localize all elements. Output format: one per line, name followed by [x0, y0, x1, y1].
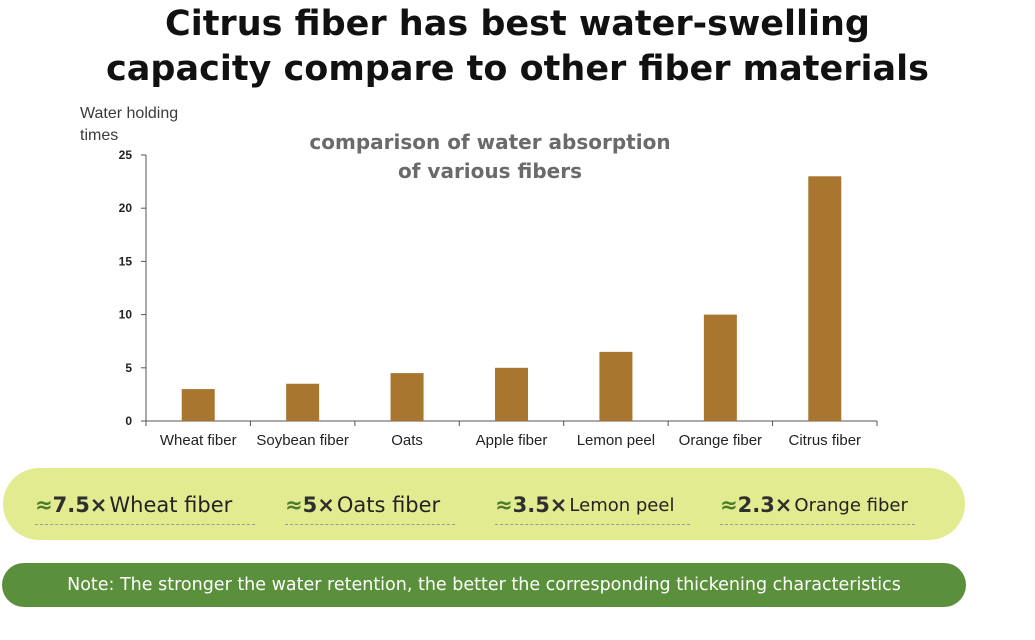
y-tick-label: 25 [119, 148, 133, 162]
x-tick-label: Citrus fiber [789, 432, 862, 449]
y-tick-label: 15 [119, 254, 133, 268]
headline-line-2: capacity compare to other fiber material… [106, 49, 929, 89]
summary-multiplier: ≈5× [285, 493, 335, 517]
summary-multiplier: ≈3.5× [495, 493, 568, 517]
summary-multiplier: ≈2.3× [720, 493, 793, 517]
x-tick-label: Wheat fiber [160, 432, 237, 449]
bar-chart: 0 5 10 15 20 25 Wheat fiber Soybean fiber Oats A… [119, 148, 878, 449]
chart-title-line-1: comparison of water absorption [309, 130, 671, 154]
summary-multiplier: ≈7.5× [35, 493, 108, 517]
summary-item-oats: ≈5× Oats fiber [285, 486, 455, 525]
x-tick-label: Orange fiber [679, 432, 762, 449]
y-tick-label: 10 [119, 308, 133, 322]
summary-band [3, 468, 965, 540]
bar [808, 176, 842, 421]
y-axis-label-line-2: times [80, 127, 119, 144]
y-tick-label: 5 [125, 361, 132, 375]
bar [703, 314, 737, 421]
bar [390, 373, 424, 421]
chart-title: comparison of water absorption of variou… [270, 128, 710, 186]
note-banner: Note: The stronger the water retention, … [2, 563, 966, 607]
y-axis-label: Water holding times [80, 103, 178, 147]
summary-item-orange: ≈2.3× Orange fiber [720, 486, 915, 525]
bar [286, 383, 320, 421]
bar [495, 367, 528, 421]
summary-label: Lemon peel [569, 494, 675, 516]
y-axis: 0 5 10 15 20 25 [119, 148, 147, 428]
chart-title-line-2: of various fibers [398, 159, 582, 183]
summary-label: Wheat fiber [109, 493, 233, 517]
summary-item-lemon: ≈3.5× Lemon peel [495, 486, 690, 525]
y-axis-label-line-1: Water holding [80, 105, 179, 122]
x-tick-label: Lemon peel [577, 432, 655, 449]
page-headline: Citrus fiber has best water-swelling cap… [0, 2, 1035, 92]
x-tick-label: Oats [391, 432, 423, 449]
headline-line-1: Citrus fiber has best water-swelling [165, 4, 870, 44]
summary-label: Orange fiber [794, 494, 908, 516]
x-tick-label: Apple fiber [476, 432, 548, 449]
y-tick-label: 0 [125, 414, 132, 428]
x-axis: Wheat fiber Soybean fiber Oats Apple fiber L… [145, 420, 878, 449]
summary-item-wheat: ≈7.5× Wheat fiber [35, 486, 255, 525]
bar [181, 389, 215, 421]
summary-label: Oats fiber [336, 493, 441, 517]
x-tick-label: Soybean fiber [256, 432, 349, 449]
bar [599, 351, 633, 421]
y-tick-label: 20 [119, 201, 133, 215]
bars [181, 176, 842, 421]
